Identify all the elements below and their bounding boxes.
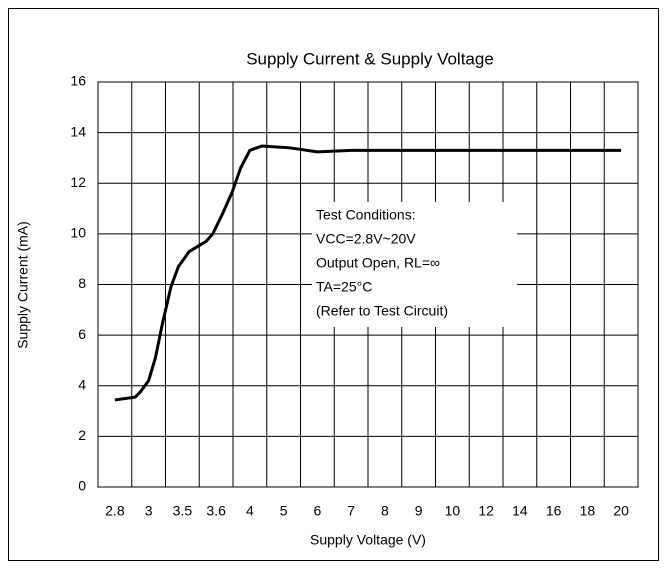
- y-tick-label: 12: [70, 174, 86, 190]
- x-tick-label: 16: [546, 503, 562, 519]
- y-axis-label: Supply Current (mA): [15, 221, 31, 349]
- x-tick-label: 5: [280, 503, 288, 519]
- x-tick-label: 7: [347, 503, 355, 519]
- annotation: (Refer to Test Circuit): [316, 303, 448, 319]
- x-tick-label: 3: [145, 503, 153, 519]
- x-tick-label: 18: [580, 503, 596, 519]
- x-axis-label: Supply Voltage (V): [310, 532, 426, 548]
- y-tick-label: 8: [78, 275, 86, 291]
- x-tick-label: 2.8: [105, 503, 125, 519]
- y-tick-label: 10: [70, 225, 86, 241]
- line: [114, 144, 622, 402]
- y-tick-label: 14: [70, 123, 86, 139]
- annotation: VCC=2.8V~20V: [316, 231, 416, 247]
- x-tick-label: 4: [246, 503, 254, 519]
- annotation: TA=25°C: [316, 279, 372, 295]
- annotation-background: [312, 202, 517, 327]
- y-tick-label: 0: [78, 478, 86, 494]
- x-tick-label: 10: [445, 503, 461, 519]
- y-tick-label: 6: [78, 326, 86, 342]
- x-tick-label: 20: [613, 503, 629, 519]
- plot-area: [97, 81, 639, 488]
- x-tick-label: 3.5: [173, 503, 193, 519]
- annotation: Output Open, RL=∞: [316, 255, 440, 271]
- y-tick-label: 2: [78, 427, 86, 443]
- chart-title: Supply Current & Supply Voltage: [246, 49, 494, 68]
- y-tick-label: 16: [70, 73, 86, 89]
- x-tick-label: 12: [478, 503, 494, 519]
- x-tick-label: 8: [381, 503, 389, 519]
- x-tick-label: 9: [415, 503, 423, 519]
- x-tick-label: 14: [512, 503, 528, 519]
- x-tick-label: 6: [313, 503, 321, 519]
- x-tick-label: 3.6: [206, 503, 226, 519]
- y-tick-label: 4: [78, 376, 86, 392]
- annotation: Test Conditions:: [316, 207, 416, 223]
